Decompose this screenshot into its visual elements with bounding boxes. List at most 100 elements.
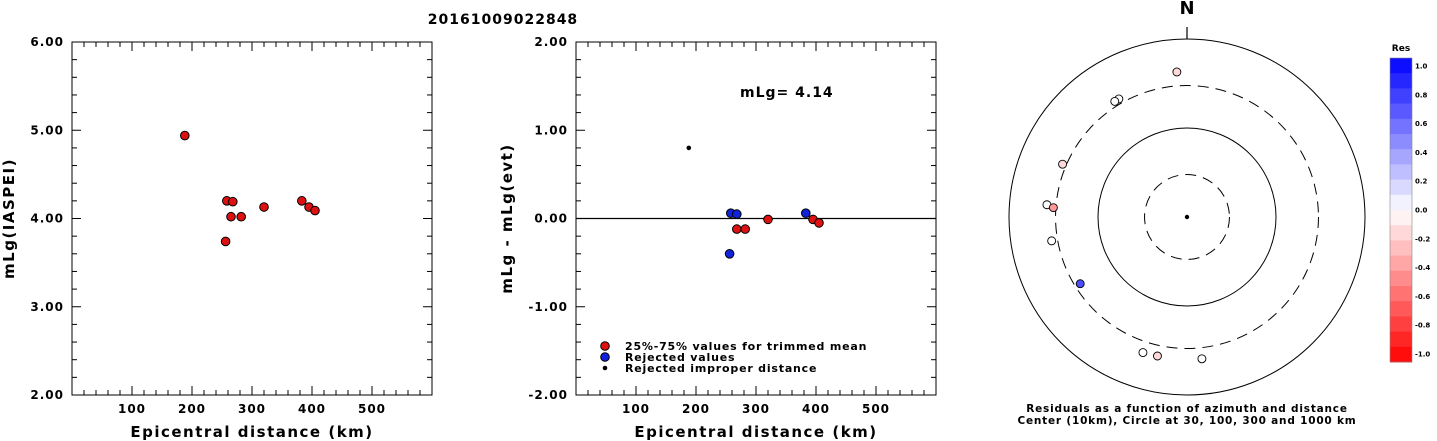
station-point [1110,96,1120,106]
page-title: 20161009022848 [428,12,578,28]
data-point [180,130,190,141]
distance-ring [1097,127,1277,307]
y-axis-title: mLg(IASPEI) [0,158,18,279]
y-tick-label: 3.00 [30,300,64,314]
colorbar-tick-label: -0.8 [1415,322,1430,330]
epicenter-dot [1184,214,1190,220]
legend-label: 25%-75% values for trimmed mean [625,340,867,353]
colorbar-title: Res [1392,44,1410,54]
data-point [259,202,269,212]
data-point [801,208,811,219]
colorbar-cell [1390,118,1412,135]
colorbar-cell [1390,301,1412,317]
data-point [310,205,320,216]
colorbar-cell [1390,134,1412,150]
plot-frame [71,41,433,396]
y-tick-label: 2.00 [30,388,64,402]
x-tick-label: 400 [802,402,830,416]
y-tick-label: -2.00 [528,388,568,402]
data-point [228,196,238,207]
polar-residual-plot: N Residuals as a function of azimuth and … [1008,0,1366,427]
colorbar-cell [1390,270,1412,287]
colorbar-tick-label: 0.4 [1415,149,1428,157]
distance-ring [1055,85,1319,349]
station-point [1058,159,1068,169]
legend-marker [602,365,608,371]
colorbar-cell [1390,225,1412,241]
y-tick-label: 4.00 [30,212,64,226]
colorbar-cell [1390,194,1412,211]
mlg-annotation: mLg= 4.14 [740,85,834,101]
colorbar-cell [1390,240,1412,257]
colorbar-tick-label: -0.6 [1415,293,1430,301]
colorbar-cell [1390,103,1412,120]
data-point [732,224,742,234]
station-point [1048,203,1058,213]
colorbar-cell [1390,286,1412,302]
y-axis-title: mLg - mLg(evt) [498,143,516,293]
colorbar-tick-label: 1.0 [1415,63,1428,71]
north-label: N [1179,0,1194,19]
colorbar-tick-label: 0.2 [1415,178,1428,186]
x-tick-label: 100 [622,402,650,416]
legend-label: Rejected values [625,351,735,364]
data-point [814,218,824,228]
colorbar-cell [1390,149,1412,165]
left-scatter-plot: 100 200 300 400 500 2.00 3.00 4.00 5.00 6.00 Epice… [0,35,433,441]
colorbar-cell [1390,210,1412,226]
colorbar-tick-label: -1.0 [1415,351,1430,359]
colorbar-frame [1389,57,1413,363]
x-tick-label: 100 [118,402,146,416]
caption-line-1: Residuals as a function of azimuth and d… [1026,403,1348,415]
data-point-improper-distance [686,145,692,151]
colorbar-tick-label: 0.0 [1415,207,1428,215]
colorbar-cell [1390,88,1412,105]
legend-marker [600,352,610,362]
station-point [1153,351,1162,361]
legend-label: Rejected improper distance [625,362,817,375]
station-point [1138,348,1148,358]
colorbar-tick-label: -0.4 [1415,264,1430,272]
colorbar-cell [1390,58,1412,74]
x-tick-label: 200 [682,402,710,416]
station-point [1047,236,1057,246]
colorbar-cell [1390,255,1412,272]
data-point [236,211,246,222]
residual-scatter-plot: 100 200 300 400 500 -2.00 -1.00 0.00 1.00 2.00 Epi… [498,35,937,441]
station-point [1197,354,1207,364]
data-point [724,249,735,259]
data-point [297,196,307,206]
x-axis-title: Epicentral distance (km) [634,423,877,441]
legend-marker [600,341,610,351]
x-tick-label: 400 [298,402,326,416]
x-tick-label: 500 [358,402,386,416]
colorbar-tick-label: 0.6 [1415,120,1428,128]
y-tick-label: 0.00 [534,212,568,226]
colorbar-tick-label: -0.2 [1415,235,1430,243]
colorbar-cell [1390,346,1412,363]
x-tick-label: 300 [742,402,770,416]
colorbar-cell [1390,316,1412,333]
colorbar-cell [1390,73,1412,89]
station-point [1172,67,1182,77]
data-point [763,214,773,225]
distance-ring [1144,174,1230,260]
colorbar-tick-label: 0.8 [1415,91,1428,99]
x-tick-label: 500 [862,402,890,416]
y-tick-label: 5.00 [30,123,64,137]
x-axis-title: Epicentral distance (km) [130,423,373,441]
x-tick-label: 200 [178,402,206,416]
distance-ring [1008,38,1366,396]
station-point [1075,279,1085,289]
data-point [220,236,231,247]
y-tick-label: 2.00 [534,35,568,49]
y-tick-label: 1.00 [534,123,568,137]
y-tick-label: -1.00 [528,300,568,314]
data-point [732,209,742,219]
data-point [226,211,236,222]
y-tick-label: 6.00 [30,35,64,49]
residual-colorbar: Res 1.0 0.8 0.6 0.4 0.2 0.0 -0.2 -0.4 -0.6 -0.8 -1.… [1389,44,1430,363]
caption-line-2: Center (10km), Circle at 30, 100, 300 an… [1017,415,1356,427]
data-point [740,224,751,234]
